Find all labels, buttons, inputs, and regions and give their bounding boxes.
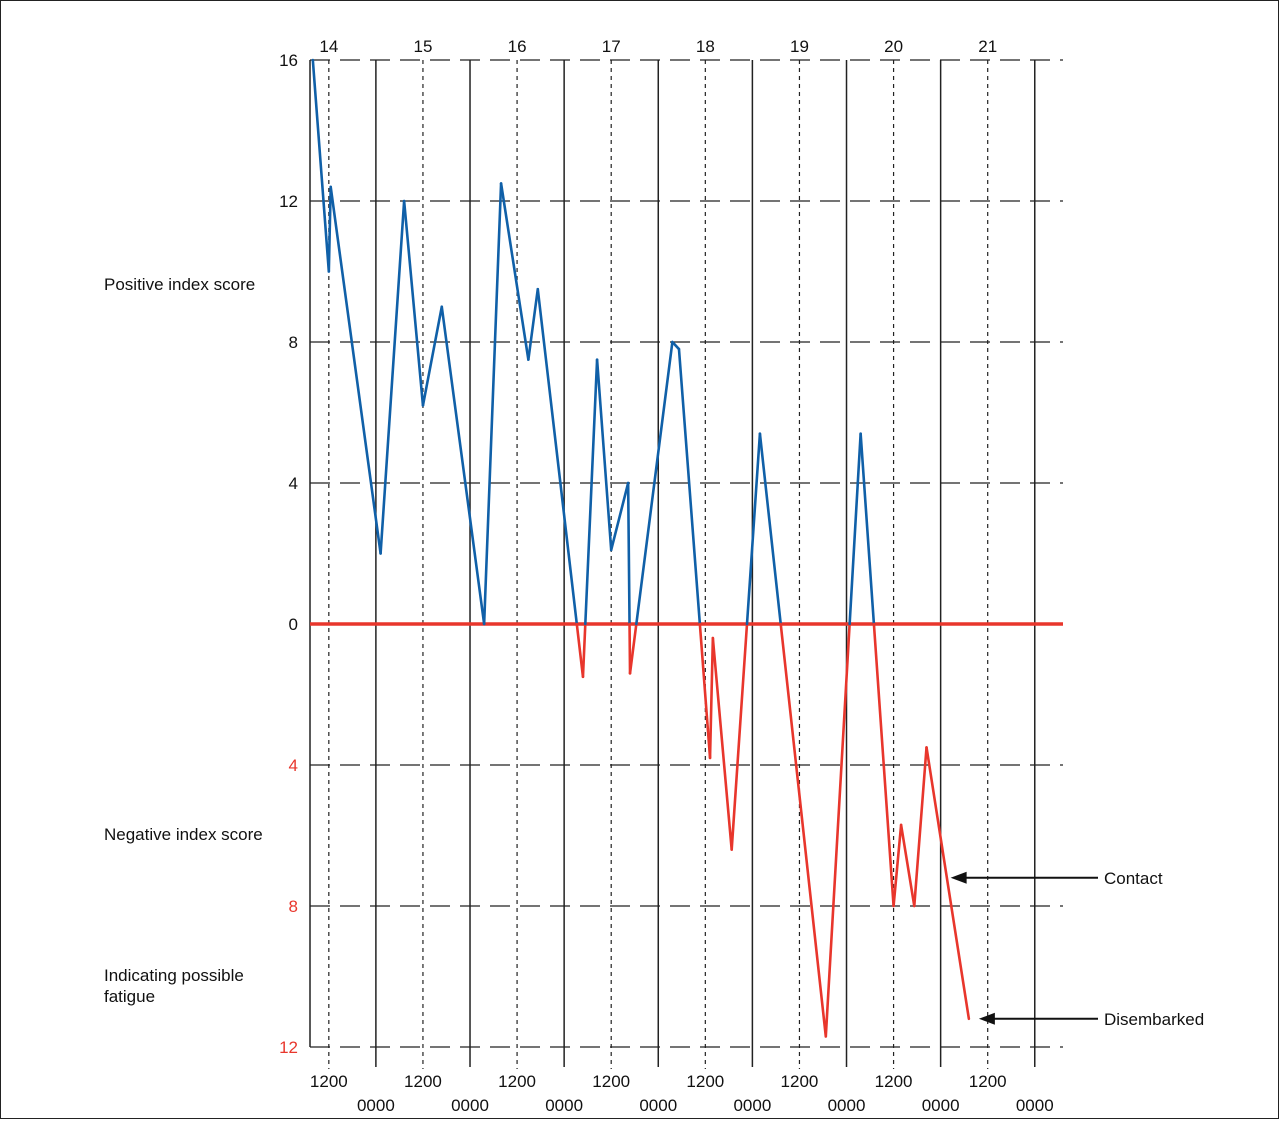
top-day-label: 14 xyxy=(319,37,338,56)
noon-tick-label: 1200 xyxy=(592,1072,630,1091)
noon-tick-label: 1200 xyxy=(969,1072,1007,1091)
annotation-arrow-head xyxy=(950,871,967,884)
noon-tick-label: 1200 xyxy=(498,1072,536,1091)
y-tick-label-negative: 8 xyxy=(289,897,298,916)
positive-segment xyxy=(379,199,406,555)
positive-segment xyxy=(527,287,540,361)
positive-segment xyxy=(635,340,674,626)
top-day-label: 17 xyxy=(602,37,621,56)
positive-segment xyxy=(421,305,444,407)
noon-tick-label: 1200 xyxy=(875,1072,913,1091)
midnight-tick-label: 0000 xyxy=(639,1096,677,1115)
noon-tick-label: 1200 xyxy=(310,1072,348,1091)
midnight-tick-label: 0000 xyxy=(828,1096,866,1115)
negative-segment xyxy=(730,622,749,851)
y-tick-label-positive: 8 xyxy=(289,333,298,352)
top-day-label: 21 xyxy=(978,37,997,56)
annotation-arrow-head xyxy=(978,1012,995,1025)
negative-score-label: Negative index score xyxy=(104,825,263,844)
y-tick-label-negative: 12 xyxy=(279,1038,298,1057)
negative-segment xyxy=(575,622,585,679)
negative-segment xyxy=(711,636,733,851)
negative-segment xyxy=(708,636,715,760)
positive-segment xyxy=(584,358,599,626)
fatigue-label-line2: fatigue xyxy=(104,987,155,1006)
negative-segment xyxy=(628,622,638,675)
positive-segment xyxy=(677,347,702,626)
positive-segment xyxy=(329,185,382,555)
negative-segment xyxy=(779,622,828,1038)
negative-segment xyxy=(899,823,916,908)
negative-segment xyxy=(581,622,587,679)
positive-segment xyxy=(671,340,681,351)
series-group xyxy=(311,58,971,1038)
noon-tick-label: 1200 xyxy=(781,1072,819,1091)
positive-segment xyxy=(626,481,631,626)
positive-segment xyxy=(327,185,333,273)
top-day-label: 19 xyxy=(790,37,809,56)
annotations: Contact Disembarked xyxy=(950,869,1204,1029)
annotation-label: Disembarked xyxy=(1104,1010,1204,1029)
noon-tick-label: 1200 xyxy=(686,1072,724,1091)
positive-segment xyxy=(536,287,579,626)
positive-segment xyxy=(402,199,425,407)
midnight-tick-label: 0000 xyxy=(451,1096,489,1115)
negative-segment xyxy=(698,622,712,760)
midnight-tick-label: 0000 xyxy=(1016,1096,1054,1115)
negative-segment xyxy=(925,746,971,1021)
midnight-tick-label: 0000 xyxy=(922,1096,960,1115)
midnight-tick-label: 0000 xyxy=(357,1096,395,1115)
y-tick-label-positive: 12 xyxy=(279,192,298,211)
fatigue-label-line1: Indicating possible xyxy=(104,966,244,985)
y-tick-label-positive: 16 xyxy=(279,51,298,70)
y-tick-label-positive: 0 xyxy=(289,615,298,634)
negative-segment xyxy=(912,746,928,908)
positive-segment xyxy=(859,432,876,626)
y-tick-label-positive: 4 xyxy=(289,474,298,493)
positive-score-label: Positive index score xyxy=(104,275,255,294)
top-day-label: 20 xyxy=(884,37,903,56)
positive-segment xyxy=(745,432,762,626)
negative-segment xyxy=(892,823,903,908)
tick-labels: 1412000000151200000016120000001712000000… xyxy=(279,37,1054,1115)
positive-segment xyxy=(499,182,530,361)
top-day-label: 18 xyxy=(696,37,715,56)
positive-segment xyxy=(482,182,503,626)
top-day-label: 16 xyxy=(508,37,527,56)
positive-segment xyxy=(311,58,331,273)
top-day-label: 15 xyxy=(413,37,432,56)
positive-segment xyxy=(595,358,613,552)
annotation-label: Contact xyxy=(1104,869,1163,888)
grid xyxy=(309,59,1063,1069)
y-tick-label-negative: 4 xyxy=(289,756,298,775)
positive-segment xyxy=(758,432,783,626)
negative-segment xyxy=(872,622,895,908)
positive-segment xyxy=(440,305,486,626)
positive-segment xyxy=(848,432,862,626)
noon-tick-label: 1200 xyxy=(404,1072,442,1091)
midnight-tick-label: 0000 xyxy=(733,1096,771,1115)
positive-segment xyxy=(609,481,630,552)
negative-segment xyxy=(824,622,851,1038)
midnight-tick-label: 0000 xyxy=(545,1096,583,1115)
